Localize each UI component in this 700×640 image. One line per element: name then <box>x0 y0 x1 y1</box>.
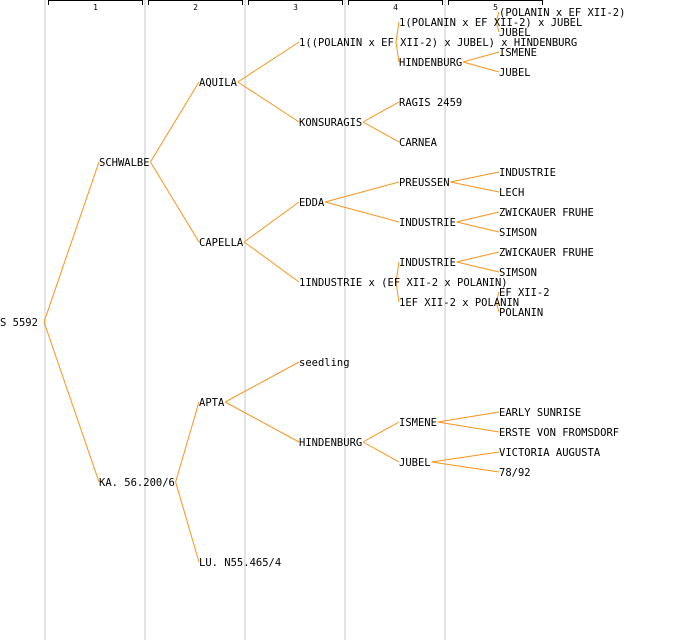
ancestor-node: KONSURAGIS <box>299 117 363 129</box>
pedigree-edge <box>149 161 200 243</box>
ancestor-node: INDUSTRIE <box>399 217 456 229</box>
generation-bracket <box>148 0 243 5</box>
ancestor-node: (POLANIN x EF XII-2) <box>499 7 626 19</box>
pedigree-edge <box>362 121 400 143</box>
pedigree-edge <box>450 181 500 193</box>
pedigree-edge <box>362 101 400 123</box>
pedigree-edge <box>456 251 500 263</box>
ancestor-node: 1(POLANIN x EF XII-2) x JUBEL <box>399 17 583 29</box>
ancestor-node: VICTORIA AUGUSTA <box>499 447 601 459</box>
ancestor-node: ZWICKAUER FRUHE <box>499 247 594 259</box>
column-separator <box>144 0 146 640</box>
pedigree-edge <box>362 421 400 443</box>
ancestor-node: HINDENBURG <box>399 57 463 69</box>
ancestor-node: SCHWALBE <box>99 157 150 169</box>
ancestor-node: PREUSSEN <box>399 177 450 189</box>
ancestor-node: 78/92 <box>499 467 531 479</box>
pedigree-edge <box>395 281 400 303</box>
ancestor-node: HINDENBURG <box>299 437 363 449</box>
pedigree-edge <box>431 451 500 463</box>
ancestor-node: POLANIN <box>499 307 544 319</box>
pedigree-edge <box>495 291 500 303</box>
column-separator <box>244 0 246 640</box>
pedigree-edge <box>43 161 100 323</box>
pedigree-edge <box>495 11 500 23</box>
ancestor-node: APTA <box>199 397 225 409</box>
pedigree-edge <box>395 21 400 43</box>
pedigree-edge <box>175 401 200 483</box>
ancestor-node: SIMSON <box>499 267 537 279</box>
generation-number: 3 <box>293 3 298 12</box>
root-node: S 5592 <box>0 317 38 329</box>
ancestor-node: CAPELLA <box>199 237 244 249</box>
pedigree-edge <box>243 201 300 243</box>
ancestor-node: SIMSON <box>499 227 537 239</box>
ancestor-node: JUBEL <box>499 67 531 79</box>
pedigree-edge <box>243 241 300 283</box>
generation-number: 5 <box>493 3 498 12</box>
ancestor-node: ZWICKAUER FRUHE <box>499 207 594 219</box>
pedigree-edge <box>437 421 500 433</box>
pedigree-edge <box>450 171 500 183</box>
ancestor-node: INDUSTRIE <box>499 167 556 179</box>
pedigree-edge <box>362 441 400 463</box>
ancestor-node: ISMENE <box>399 417 437 429</box>
generation-number: 4 <box>393 3 398 12</box>
ancestor-node: EF XII-2 <box>499 287 550 299</box>
ancestor-node: JUBEL <box>399 457 431 469</box>
ancestor-node: KA. 56.200/6 <box>99 477 175 489</box>
ancestor-node: 1((POLANIN x EF XII-2) x JUBEL) x HINDEN… <box>299 37 578 49</box>
generation-bracket <box>348 0 443 5</box>
ancestor-node: INDUSTRIE <box>399 257 456 269</box>
pedigree-edge <box>43 321 100 483</box>
ancestor-node: EDDA <box>299 197 325 209</box>
pedigree-edge <box>495 21 500 33</box>
pedigree-edge <box>175 481 200 563</box>
generation-bracket <box>448 0 543 5</box>
pedigree-edge <box>224 361 300 403</box>
pedigree-edge <box>456 261 500 273</box>
pedigree-edge <box>462 51 500 63</box>
ancestor-node: AQUILA <box>199 77 237 89</box>
ancestor-node: LU. N55.465/4 <box>199 557 282 569</box>
ancestor-node: ISMENE <box>499 47 537 59</box>
ancestor-node: EARLY SUNRISE <box>499 407 582 419</box>
pedigree-edge <box>237 41 300 83</box>
generation-bracket <box>248 0 343 5</box>
pedigree-edge <box>456 221 500 233</box>
ancestor-node: 1EF XII-2 x POLANIN <box>399 297 520 309</box>
pedigree-edge <box>325 201 400 223</box>
pedigree-edge <box>437 411 500 423</box>
ancestor-node: RAGIS 2459 <box>399 97 463 109</box>
pedigree-edge <box>462 61 500 73</box>
pedigree-edge <box>237 81 300 123</box>
pedigree-edge <box>325 181 400 203</box>
pedigree-edge <box>456 211 500 223</box>
pedigree-edge <box>149 81 200 163</box>
pedigree-edge <box>495 301 500 313</box>
pedigree-edge <box>395 261 400 283</box>
ancestor-node: CARNEA <box>399 137 437 149</box>
ancestor-node: 1INDUSTRIE x (EF XII-2 x POLANIN) <box>299 277 508 289</box>
column-separator <box>344 0 346 640</box>
column-separator <box>444 0 446 640</box>
ancestor-node: seedling <box>299 357 350 369</box>
generation-number: 1 <box>93 3 98 12</box>
generation-number: 2 <box>193 3 198 12</box>
ancestor-node: ERSTE VON FROMSDORF <box>499 427 620 439</box>
pedigree-edge <box>395 41 400 63</box>
generation-bracket <box>48 0 143 5</box>
ancestor-node: LECH <box>499 187 525 199</box>
pedigree-edge <box>431 461 500 473</box>
pedigree-edge <box>224 401 300 443</box>
ancestor-node: JUBEL <box>499 27 531 39</box>
